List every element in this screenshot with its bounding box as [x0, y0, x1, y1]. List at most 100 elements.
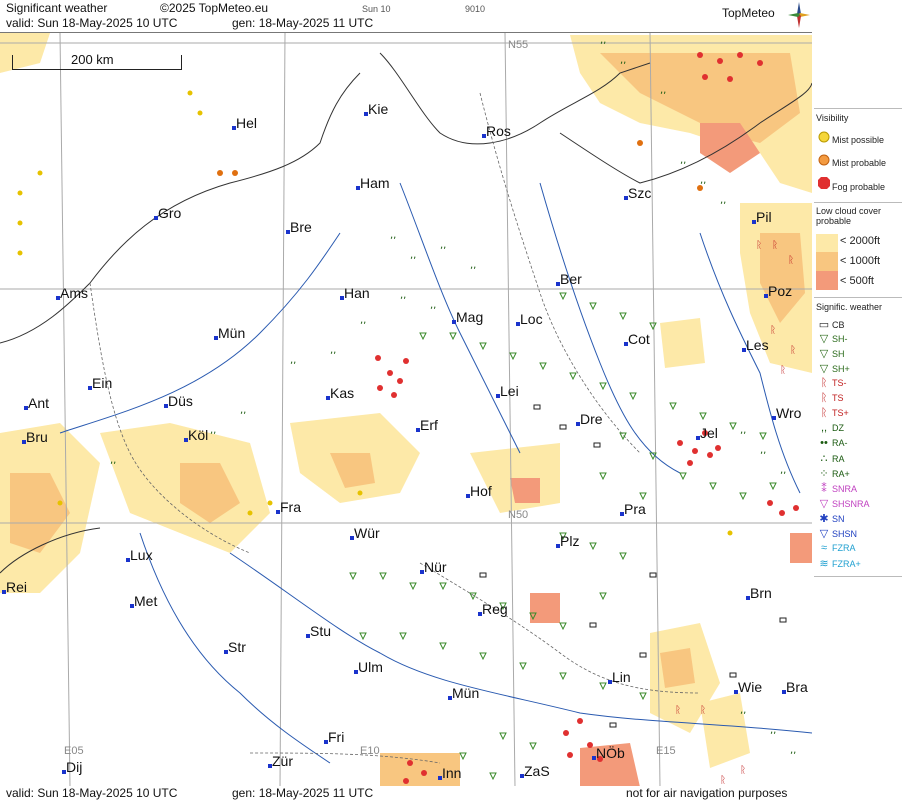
map-footer: valid: Sun 18-May-2025 10 UTC gen: 18-Ma… [0, 786, 812, 801]
borders [89, 92, 701, 764]
city-bru[interactable]: Bru [22, 429, 48, 445]
drizzle-symbols: ,,,,,, ,,,,,, ,,,,,, ,,,,,, ,,,,,, ,,,,,… [110, 35, 796, 756]
city-ham[interactable]: Ham [356, 175, 390, 191]
svg-text:ᚱ: ᚱ [780, 365, 786, 376]
city-wie[interactable]: Wie [734, 679, 762, 695]
map-title: Significant weather [6, 1, 108, 15]
svg-text:ᚱ: ᚱ [740, 765, 746, 776]
city-fra[interactable]: Fra [276, 499, 301, 515]
city-hof[interactable]: Hof [466, 483, 492, 499]
city-reg[interactable]: Reg [478, 601, 508, 617]
legend-cb: ▭ CB [816, 318, 845, 331]
weather-map[interactable]: ,,,,,, ,,,,,, ,,,,,, ,,,,,, ,,,,,, ,,,,,… [0, 32, 813, 787]
city-rei[interactable]: Rei [2, 579, 27, 595]
city-nur[interactable]: Nür [420, 559, 447, 575]
city-ber[interactable]: Ber [556, 271, 582, 287]
legend-fog-probable: Fog probable [816, 176, 885, 193]
map-header: Significant weather ©2025 TopMeteo.eu Su… [0, 0, 812, 32]
cb-symbols [479, 404, 787, 728]
svg-text:,,: ,, [790, 745, 796, 756]
city-han[interactable]: Han [340, 285, 370, 301]
legend-sh: ▽ SH [816, 347, 845, 360]
shower-symbols [349, 292, 777, 781]
code-label: 9010 [465, 4, 486, 14]
legend-ts-minus: ᚱ TS- [816, 377, 847, 389]
grid-label-n50: N50 [508, 509, 529, 521]
scale-label: 200 km [71, 52, 114, 67]
low-cloud-areas [0, 33, 812, 787]
copyright: ©2025 TopMeteo.eu [160, 1, 269, 15]
legend-sn: ✱ SN [816, 512, 844, 525]
city-cot[interactable]: Cot [624, 331, 650, 347]
svg-text:ᚱ: ᚱ [772, 240, 778, 251]
city-les[interactable]: Les [742, 337, 769, 353]
legend-ts: ᚱ TS [816, 392, 844, 404]
city-inn[interactable]: Inn [438, 765, 461, 781]
city-jel[interactable]: Jel [696, 425, 718, 441]
city-ulm[interactable]: Ulm [354, 659, 383, 675]
compass-logo-icon [788, 2, 810, 28]
city-hel[interactable]: Hel [232, 115, 257, 131]
city-bre[interactable]: Bre [286, 219, 312, 235]
logo-text: TopMeteo [722, 6, 775, 20]
city-dre[interactable]: Dre [576, 411, 603, 427]
city-wro[interactable]: Wro [772, 405, 801, 421]
city-ams[interactable]: Ams [56, 285, 88, 301]
city-met[interactable]: Met [130, 593, 157, 609]
freezing-rain-heavy-icon: ≋ [819, 558, 829, 570]
svg-text:,,: ,, [780, 465, 786, 476]
city-str[interactable]: Str [224, 639, 246, 655]
svg-text:,,: ,, [240, 405, 246, 416]
city-dij[interactable]: Dij [62, 759, 82, 775]
city-zas[interactable]: ZaS [520, 763, 550, 779]
legend-shsn: ▽ SHSN [816, 527, 857, 540]
city-mun-west[interactable]: Mün [214, 325, 245, 341]
thunderstorm-heavy-icon: ᚱ [820, 407, 828, 419]
svg-text:ᚱ: ᚱ [720, 775, 726, 786]
legend-ra-minus: •• RA- [816, 437, 847, 449]
rain-light-icon: •• [820, 437, 828, 449]
city-lei[interactable]: Lei [496, 383, 519, 399]
city-kol[interactable]: Köl [184, 427, 208, 443]
svg-text:,,: ,, [620, 55, 626, 66]
svg-text:,,: ,, [410, 250, 416, 261]
city-nob[interactable]: NÖb [592, 745, 625, 761]
city-wur[interactable]: Wür [350, 525, 380, 541]
city-ros[interactable]: Ros [482, 123, 511, 139]
city-brn[interactable]: Brn [746, 585, 772, 601]
city-ein[interactable]: Ein [88, 375, 112, 391]
grid-label-n55: N55 [508, 39, 529, 51]
svg-text:,,: ,, [290, 355, 296, 366]
city-mun[interactable]: Mün [448, 685, 479, 701]
shower-icon: ▽ [819, 348, 829, 360]
city-pil[interactable]: Pil [752, 209, 772, 225]
svg-text:,,: ,, [330, 345, 336, 356]
city-bra[interactable]: Bra [782, 679, 808, 695]
city-pra[interactable]: Pra [620, 501, 646, 517]
city-fri[interactable]: Fri [324, 729, 344, 745]
svg-text:,,: ,, [700, 175, 706, 186]
city-poz[interactable]: Poz [764, 283, 792, 299]
city-plz[interactable]: Plz [556, 533, 579, 549]
svg-text:,,: ,, [390, 230, 396, 241]
coastlines [0, 52, 812, 574]
valid-time: valid: Sun 18-May-2025 10 UTC [6, 16, 178, 30]
city-kie[interactable]: Kie [364, 101, 388, 117]
city-gro[interactable]: Gro [154, 205, 181, 221]
city-dus[interactable]: Düs [164, 393, 193, 409]
city-lux[interactable]: Lux [126, 547, 153, 563]
city-lin[interactable]: Lin [608, 669, 631, 685]
city-mag[interactable]: Mag [452, 309, 483, 325]
city-loc[interactable]: Loc [516, 311, 543, 327]
legend-sh-plus: ▽ SH+ [816, 362, 850, 375]
city-ant[interactable]: Ant [24, 395, 49, 411]
city-zur[interactable]: Zür [268, 753, 293, 769]
city-kas[interactable]: Kas [326, 385, 354, 401]
freezing-rain-icon: ≈ [820, 542, 828, 554]
city-erf[interactable]: Erf [416, 417, 438, 433]
map-canvas: ,,,,,, ,,,,,, ,,,,,, ,,,,,, ,,,,,, ,,,,,… [0, 33, 812, 787]
city-szc[interactable]: Szc [624, 185, 651, 201]
svg-text:,,: ,, [740, 425, 746, 436]
city-stu[interactable]: Stu [306, 623, 331, 639]
shower-heavy-icon: ▽ [819, 363, 829, 375]
